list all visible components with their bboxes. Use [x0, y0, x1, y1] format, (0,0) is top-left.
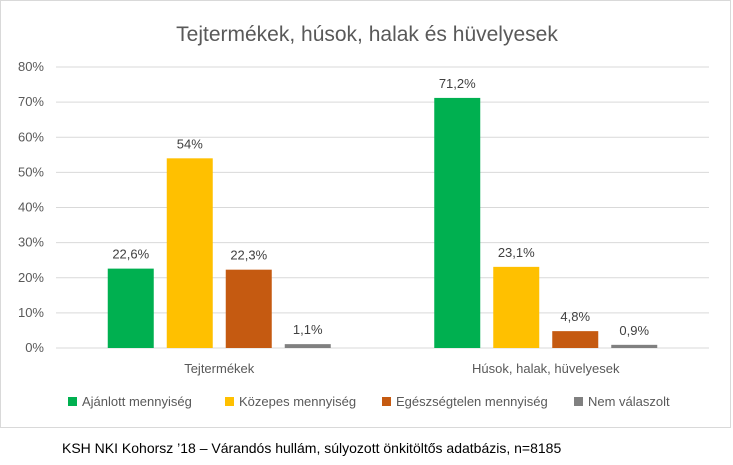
- gridlines: [56, 66, 709, 349]
- bar: [166, 158, 213, 348]
- y-tick-label: 30%: [18, 235, 44, 250]
- data-labels: 22,6% 54% 22,3% 1,1% 71,2% 23,1% 4,8% 0,9%: [112, 76, 649, 338]
- bars: [107, 97, 658, 348]
- y-tick-label: 20%: [18, 270, 44, 285]
- bar: [434, 97, 481, 348]
- bar: [611, 344, 658, 348]
- data-label: 23,1%: [498, 245, 535, 260]
- legend-item: Egészségtelen mennyiség: [382, 394, 548, 409]
- legend-label: Ajánlott mennyiség: [82, 394, 192, 409]
- legend-item: Közepes mennyiség: [225, 394, 356, 409]
- legend: Ajánlott mennyiség Közepes mennyiség Egész…: [68, 394, 670, 409]
- data-label: 1,1%: [293, 322, 323, 337]
- legend-label: Nem válaszolt: [588, 394, 670, 409]
- source-caption: KSH NKI Kohorsz ’18 – Várandós hullám, s…: [62, 440, 562, 456]
- category-label: Húsok, halak, hüvelyesek: [472, 361, 620, 376]
- bar-chart: Tejtermékek, húsok, halak és hüvelyesek …: [18, 23, 709, 409]
- bar: [284, 344, 331, 348]
- y-tick-label: 0%: [25, 340, 44, 355]
- bar: [552, 331, 599, 348]
- category-label: Tejtermékek: [184, 361, 255, 376]
- y-tick-label: 70%: [18, 94, 44, 109]
- legend-item: Ajánlott mennyiség: [68, 394, 192, 409]
- x-axis-categories: Tejtermékek Húsok, halak, hüvelyesek: [184, 361, 620, 376]
- bar: [107, 268, 154, 348]
- data-label: 0,9%: [619, 323, 649, 338]
- legend-item: Nem válaszolt: [574, 394, 670, 409]
- chart-frame: Tejtermékek, húsok, halak és hüvelyesek …: [0, 0, 731, 428]
- bar: [225, 269, 272, 348]
- y-tick-label: 40%: [18, 200, 44, 215]
- data-label: 4,8%: [560, 309, 590, 324]
- y-axis-ticks: 0% 10% 20% 30% 40% 50% 60% 70% 80%: [18, 59, 44, 355]
- data-label: 22,3%: [230, 248, 267, 263]
- y-tick-label: 60%: [18, 129, 44, 144]
- legend-swatch: [68, 397, 77, 406]
- legend-label: Közepes mennyiség: [239, 394, 356, 409]
- y-tick-label: 50%: [18, 164, 44, 179]
- legend-label: Egészségtelen mennyiség: [396, 394, 548, 409]
- legend-swatch: [225, 397, 234, 406]
- data-label: 71,2%: [439, 76, 476, 91]
- y-tick-label: 80%: [18, 59, 44, 74]
- chart-title: Tejtermékek, húsok, halak és hüvelyesek: [176, 23, 558, 46]
- data-label: 22,6%: [112, 247, 149, 262]
- data-label: 54%: [177, 136, 203, 151]
- legend-swatch: [382, 397, 391, 406]
- legend-swatch: [574, 397, 583, 406]
- y-tick-label: 10%: [18, 305, 44, 320]
- bar: [493, 266, 540, 348]
